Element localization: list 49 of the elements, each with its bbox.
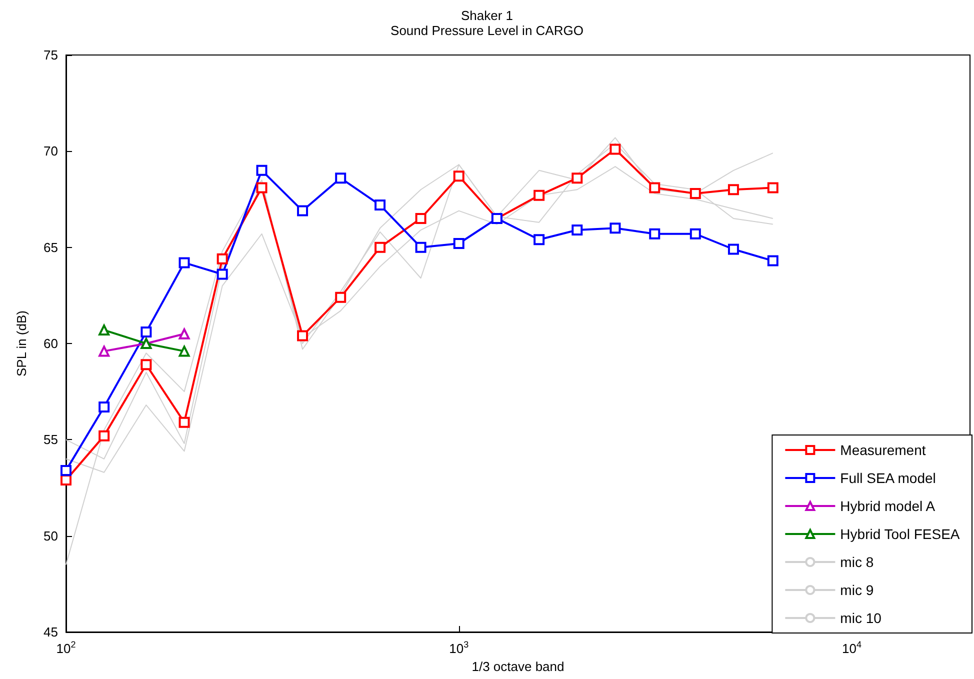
legend-label: Hybrid model A	[840, 498, 936, 514]
point	[256, 164, 268, 176]
y-tick-label: 75	[44, 48, 58, 62]
legend-label: Hybrid Tool FESEA	[840, 526, 960, 542]
point	[297, 205, 308, 216]
point	[572, 172, 583, 184]
point	[335, 172, 346, 184]
point	[374, 242, 386, 253]
point	[297, 330, 308, 342]
y-tick-label: 60	[44, 336, 58, 351]
point	[256, 182, 268, 194]
chart-subtitle: Sound Pressure Level in CARGO	[390, 23, 584, 38]
y-tick-label: 45	[44, 624, 58, 640]
point	[767, 182, 778, 194]
y-tick-label: 50	[44, 528, 58, 544]
y-tick-label: 70	[44, 144, 58, 159]
legend-label: mic 9	[840, 582, 874, 598]
point	[98, 430, 110, 442]
point	[572, 224, 583, 236]
point	[767, 255, 778, 266]
legend-label: mic 10	[840, 610, 882, 626]
legend-label: mic 8	[840, 554, 874, 570]
point	[728, 244, 739, 255]
x-axis-title: 1/3 octave band	[472, 658, 564, 674]
legend-label: Measurement	[840, 442, 926, 458]
y-tick-label: 55	[44, 432, 58, 448]
chart-title: Shaker 1	[460, 8, 514, 23]
point	[60, 464, 72, 476]
point	[335, 292, 346, 303]
point	[374, 200, 386, 211]
point	[453, 238, 464, 249]
point	[453, 170, 464, 182]
point	[178, 416, 190, 428]
point	[610, 222, 621, 234]
point	[98, 401, 110, 412]
point	[610, 144, 621, 155]
y-tick-label: 65	[44, 240, 58, 255]
point	[415, 242, 426, 253]
point	[649, 182, 660, 194]
point	[178, 257, 190, 268]
point	[690, 188, 701, 199]
y-axis-title: SPL in (dB)	[14, 310, 29, 376]
point	[216, 268, 228, 280]
point	[649, 228, 660, 240]
point	[690, 228, 701, 240]
point	[216, 253, 228, 264]
legend-label: Full SEA model	[840, 470, 936, 486]
point	[415, 212, 426, 224]
point	[728, 184, 739, 196]
